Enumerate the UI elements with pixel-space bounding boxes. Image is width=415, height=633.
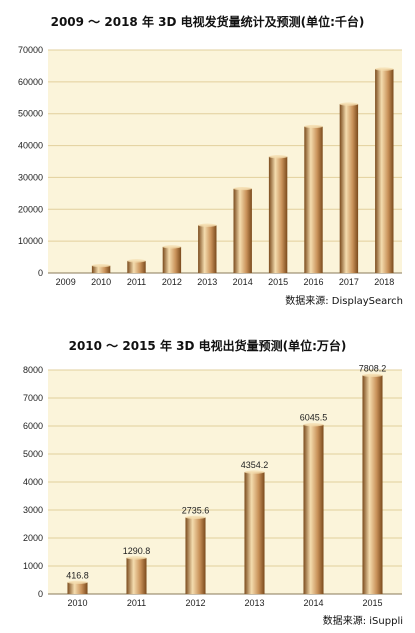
bar-top [304,124,323,129]
x-tick-label: 2011 [127,277,146,287]
bar-top [127,259,146,263]
x-tick-label: 2015 [362,598,382,608]
bar [362,375,383,594]
bar [375,69,394,273]
bar-top [91,264,111,268]
y-tick-label: 4000 [23,477,43,487]
chart-panel-2: 2010 ～ 2015 年 3D 电视出货量预测(单位:万台) 0 1000 200… [0,326,415,633]
bar-top [375,67,394,71]
bar-top [126,556,147,560]
bar [233,188,252,273]
bar [91,265,111,273]
data-label: 2735.6 [182,505,210,515]
bar-top [268,155,288,159]
y-tick-label: 8000 [23,365,43,375]
bar [185,517,206,594]
x-tick-label: 2009 [56,277,76,287]
y-tick-label: 60000 [18,77,43,87]
x-tick-label: 2012 [185,598,205,608]
bar [162,246,182,273]
x-tick-label: 2014 [303,598,323,608]
bar-top [362,373,383,377]
bar [127,260,146,273]
bar [198,225,217,273]
y-tick-label: 3000 [23,505,43,515]
y-tick-label: 70000 [18,45,43,55]
x-tick-label: 2014 [233,277,253,287]
y-tick-label: 7000 [23,393,43,403]
y-tick-label: 20000 [18,204,43,214]
bar-top [198,223,217,227]
bar [67,582,88,594]
chart-panel-1: 2009 ～ 2018 年 3D 电视发货量统计及预测(单位:千台) 0 1000… [18,15,403,307]
bar [303,424,324,594]
x-tick-label: 2012 [162,277,182,287]
y-tick-label: 1000 [23,561,43,571]
chart-source: 数据来源: DisplaySearch [285,296,403,307]
x-tick-label: 2010 [91,277,111,287]
data-label: 4354.2 [241,460,269,470]
chart-source: 数据来源: iSuppli [322,616,403,627]
bar [244,472,265,594]
bar-top [244,470,265,474]
x-tick-label: 2015 [268,277,288,287]
chart-title: 2009 ～ 2018 年 3D 电视发货量统计及预测(单位:千台) [50,15,365,29]
data-label: 7808.2 [359,363,387,373]
y-tick-label: 50000 [18,109,43,119]
data-label: 416.8 [66,570,89,580]
x-tick-label: 2011 [127,598,146,608]
bar-top [185,515,206,520]
y-tick-label: 5000 [23,449,43,459]
x-tick-label: 2018 [374,277,394,287]
x-tick-label: 2016 [303,277,323,287]
bar-top [162,245,182,249]
y-tick-label: 0 [38,589,43,599]
x-tick-label: 2013 [197,277,217,287]
bar-top [339,102,359,106]
bar [339,104,359,274]
chart-2: 0 1000 2000 3000 4000 5000 6000 7000 8000 2010 416… [23,363,402,608]
y-tick-label: 2000 [23,533,43,543]
y-tick-label: 6000 [23,421,43,431]
y-tick-label: 0 [38,268,43,278]
x-tick-label: 2017 [339,277,359,287]
x-tick-label: 2013 [244,598,264,608]
chart-1: 0 10000 20000 30000 40000 50000 60000 70000 2009… [18,45,402,287]
chart-title: 2010 ～ 2015 年 3D 电视出货量预测(单位:万台) [68,339,347,353]
bar [126,557,147,594]
y-tick-label: 30000 [18,172,43,182]
bar-top [67,580,88,584]
data-label: 1290.8 [123,546,151,556]
bar-top [233,186,252,191]
bar [268,156,288,273]
y-tick-label: 10000 [18,236,43,246]
data-label: 6045.5 [300,413,328,423]
bar [304,126,323,273]
bar-top [303,423,324,427]
y-tick-label: 40000 [18,141,43,151]
x-tick-label: 2010 [67,598,87,608]
